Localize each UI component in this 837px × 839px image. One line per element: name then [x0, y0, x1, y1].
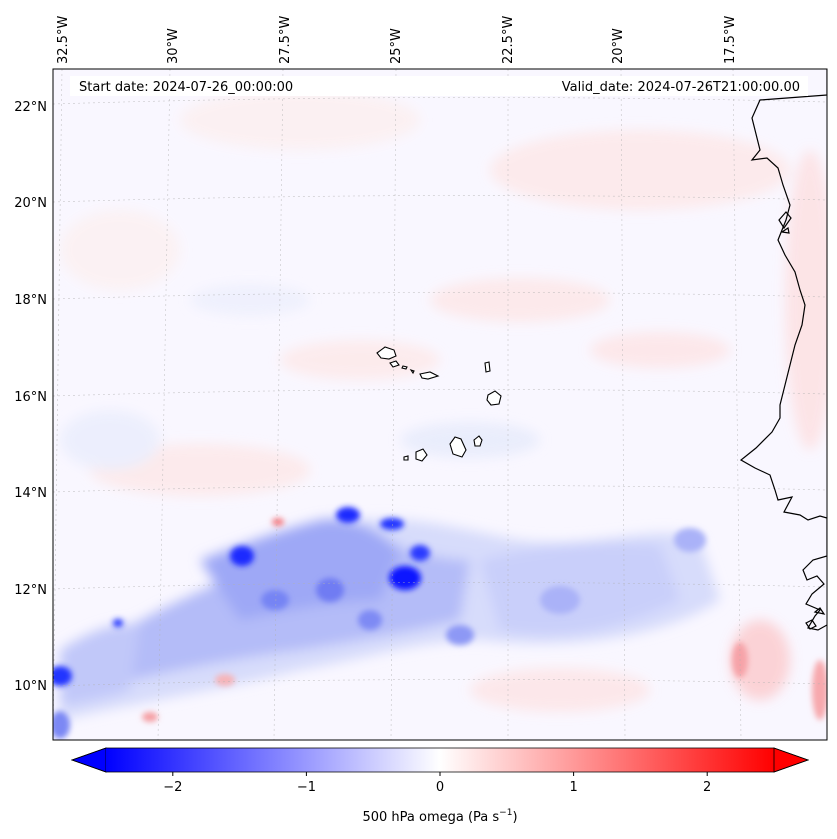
colorbar-ramp: [106, 748, 774, 772]
graticule: [53, 69, 827, 740]
colorbar-tick-label: 0: [436, 780, 444, 795]
colorbar: −2 −1 0 1 2 500 hPa omega (Pa s−1): [70, 747, 810, 825]
colorbar-max-extend: [773, 747, 810, 773]
lon-label: 17.5°W: [723, 16, 738, 64]
colorbar-ticks: −2 −1 0 1 2: [163, 772, 711, 795]
colorbar-tick-label: −2: [163, 780, 182, 795]
colorbar-outline: [70, 747, 810, 773]
lon-label: 30°W: [166, 28, 181, 64]
lat-label: 18°N: [14, 293, 47, 308]
lat-label: 20°N: [14, 196, 47, 211]
lat-label: 22°N: [14, 100, 47, 115]
lat-label: 14°N: [14, 486, 47, 501]
colorbar-min-extend: [70, 747, 107, 773]
latitude-labels: 22°N 20°N 18°N 16°N 14°N 12°N 10°N: [14, 100, 47, 694]
lat-label: 16°N: [14, 390, 47, 405]
longitude-labels: 32.5°W 30°W 27.5°W 25°W 22.5°W 20°W 17.5…: [56, 16, 738, 64]
map-frame: [52, 68, 828, 741]
cape-verde-islands: [376, 346, 502, 462]
lon-label: 22.5°W: [501, 16, 516, 64]
lat-label: 10°N: [14, 679, 47, 694]
lon-label: 25°W: [389, 28, 404, 64]
header-box: [70, 76, 808, 96]
lon-label: 32.5°W: [56, 16, 71, 64]
colorbar-tick-label: 1: [569, 780, 577, 795]
colorbar-tick-label: 2: [703, 780, 711, 795]
africa-coastline: [739, 69, 827, 631]
omega-field: [53, 69, 827, 740]
lon-label: 27.5°W: [278, 16, 293, 64]
start-date-label: Start date: 2024-07-26_00:00:00: [79, 80, 293, 95]
lat-label: 12°N: [14, 583, 47, 598]
colorbar-title: 500 hPa omega (Pa s−1): [362, 808, 517, 825]
valid-date-label: Valid_date: 2024-07-26T21:00:00.00: [562, 80, 800, 95]
lon-label: 20°W: [611, 28, 626, 64]
colorbar-tick-label: −1: [297, 780, 316, 795]
